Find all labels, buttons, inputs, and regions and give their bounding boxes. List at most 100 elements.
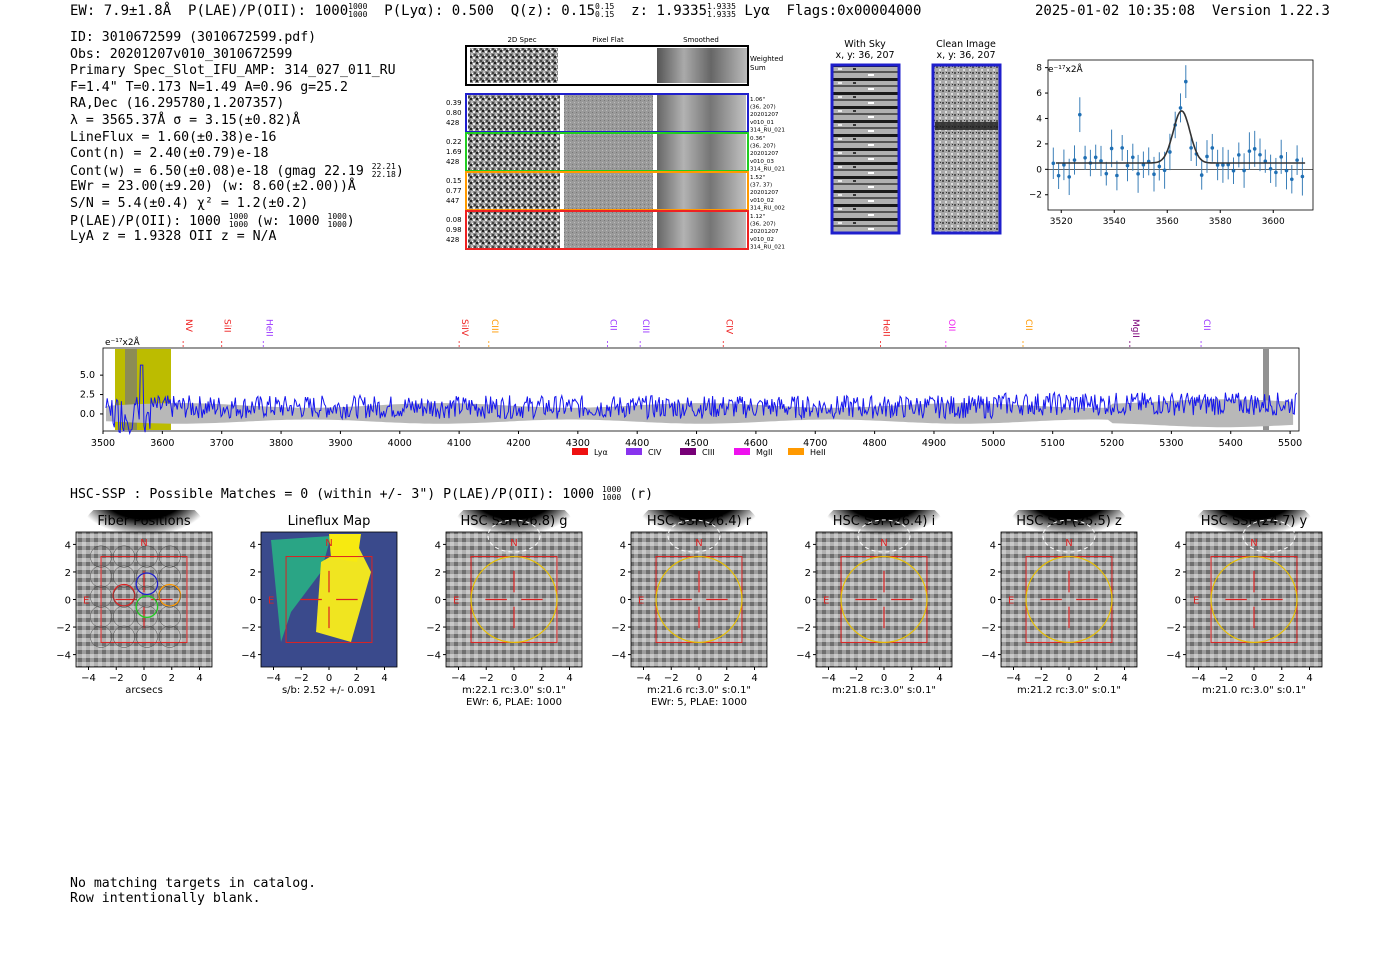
cutout-xy: (36, 207) <box>750 144 776 150</box>
spectrum-xtick-label: 5400 <box>1219 438 1243 449</box>
col-flat-label: Pixel Flat <box>592 36 624 44</box>
sum-label: Sum <box>750 64 766 72</box>
thumb-ytick-label: −2 <box>796 623 811 634</box>
thumb-yellow-aperture <box>1210 555 1298 644</box>
spectrum-line-label: SiIV <box>459 319 469 337</box>
hsc-summary: HSC-SSP : Possible Matches = 0 (within +… <box>70 486 653 503</box>
spectrum-line-label: CII <box>1201 319 1211 331</box>
fiber-circle-neighbor <box>135 545 158 568</box>
thumb-dashed-ellipse <box>857 519 911 553</box>
cutout-2d-image <box>468 95 560 131</box>
cutout-value-2: 0.98 <box>446 226 462 234</box>
spectrum-xtick-label: 5000 <box>981 438 1005 449</box>
thumb-xtick-label: −4 <box>821 673 836 684</box>
thumb-bright-source <box>637 510 761 570</box>
cutout-distance: 1.06" <box>750 97 765 103</box>
spectrum-legend-swatch <box>734 448 750 455</box>
spectrum-legend-label: Lyα <box>594 448 608 457</box>
thumb-yellow-aperture <box>655 555 743 644</box>
sky-panels: With Sky x, y: 36, 207 Clean Image x, y:… <box>830 39 1002 235</box>
cutout-value-3: 428 <box>446 236 459 244</box>
clean-image-line <box>935 122 998 130</box>
spectrum-line-label: CIV <box>723 319 733 335</box>
line-fit-point <box>1268 166 1273 171</box>
fiber-circle-neighbor <box>90 585 113 608</box>
thumb-xtick-label: 2 <box>1279 673 1285 684</box>
line-fit-ytick-label: 4 <box>1036 114 1042 124</box>
catalog-note-line2: Row intentionally blank. <box>70 891 261 906</box>
hsc-summary-text: HSC-SSP : Possible Matches = 0 (within +… <box>70 487 595 502</box>
thumb-xtick-label: 2 <box>1094 673 1100 684</box>
cutout-obs: 20201207 <box>750 190 779 196</box>
fiber-circle-neighbor <box>158 545 181 568</box>
spectrum-line-label: HeII <box>263 319 273 337</box>
north-label: N <box>695 538 702 549</box>
clean-xy: x, y: 36, 207 <box>936 50 995 61</box>
thumb-ytick-label: −4 <box>611 651 626 662</box>
cutout-amp: 314_RU_021 <box>750 244 785 250</box>
line-fit-point <box>1184 79 1188 84</box>
fiber-circle-neighbor <box>112 625 135 648</box>
cutout-distance: 0.36" <box>750 136 765 142</box>
thumb-ytick-label: 2 <box>805 568 811 579</box>
spectrum-legend-label: HeII <box>810 448 826 457</box>
fiber-circle-neighbor <box>112 545 135 568</box>
line-fit-point <box>1141 162 1146 167</box>
cutout-value-2: 0.80 <box>446 109 462 117</box>
east-label: E <box>453 596 459 607</box>
line-fit-xtick-label: 3560 <box>1156 217 1179 227</box>
east-label: E <box>1193 596 1199 607</box>
spectrum-xtick-label: 3800 <box>269 438 293 449</box>
cutout-amp: 314_RU_021 <box>750 127 785 133</box>
thumb-aperture-box <box>285 556 373 643</box>
thumb-xtick-label: −2 <box>109 673 124 684</box>
line-fit-point <box>1072 158 1077 162</box>
cutout-smooth-image <box>657 212 746 248</box>
line-fit-frame <box>1047 59 1314 211</box>
line-fit-point <box>1168 150 1172 154</box>
spectrum-xtick-label: 5100 <box>1041 438 1065 449</box>
thumb-ytick-label: 2 <box>620 568 626 579</box>
info-obs: Obs: 20201207v010_3010672599 <box>70 46 293 62</box>
col-smooth-label: Smoothed <box>683 36 719 44</box>
spectrum-line-label: SiII <box>222 319 232 333</box>
cutout-2d-image <box>468 173 560 209</box>
cutout-smooth-image <box>657 173 746 209</box>
line-fit-xtick-label: 3540 <box>1103 217 1126 227</box>
info-primary: Primary Spec_Slot_IFU_AMP: 314_027_011_R… <box>70 63 396 79</box>
north-label: N <box>510 538 517 549</box>
line-fit-point <box>1300 174 1305 179</box>
detection-info: ID: 3010672599 (3010672599.pdf) Obs: 202… <box>70 30 404 246</box>
spectrum-xtick-label: 4300 <box>566 438 590 449</box>
line-fit-point <box>1274 170 1278 175</box>
line-fit-model-curve <box>1055 110 1306 164</box>
spectrum-unit: e⁻¹⁷x2Å <box>105 336 141 348</box>
thumb-ytick-label: 4 <box>435 540 441 551</box>
spectrum-legend-label: CIV <box>648 448 662 457</box>
fiber-circle-neighbor <box>158 625 181 648</box>
line-fit-point <box>1279 155 1283 159</box>
thumb-caption: arcsecs <box>125 685 163 696</box>
thumb-ytick-label: 4 <box>990 540 996 551</box>
thumb-aperture-box <box>100 556 188 643</box>
thumb-xtick-label: 0 <box>881 673 887 684</box>
thumb-ytick-label: 2 <box>250 568 256 579</box>
thumb-caption: m:22.1 rc:3.0" s:0.1" <box>462 685 566 696</box>
thumb-xtick-label: 0 <box>1066 673 1072 684</box>
thumb-ytick-label: 0 <box>1175 596 1181 607</box>
line-fit-ytick-label: 2 <box>1036 140 1042 150</box>
thumb-ytick-label: 0 <box>620 596 626 607</box>
spectrum-legend-swatch <box>572 448 588 455</box>
spectrum-xtick-label: 3500 <box>91 438 115 449</box>
cutout-slot: v010_01 <box>750 120 774 126</box>
cutout-xy: (37, 37) <box>750 183 772 189</box>
thumb-ytick-label: 0 <box>65 596 71 607</box>
line-fit-point <box>1231 168 1236 173</box>
thumb-bright-source <box>452 510 576 570</box>
spectrum-xtick-label: 4200 <box>506 438 530 449</box>
fiber-circle-neighbor <box>90 625 113 648</box>
fiber-circle-neighbor <box>135 585 158 608</box>
spectrum-xtick-label: 3900 <box>328 438 352 449</box>
z-text: z: 1.9335 <box>631 3 708 19</box>
line-fit-point <box>1215 163 1220 167</box>
